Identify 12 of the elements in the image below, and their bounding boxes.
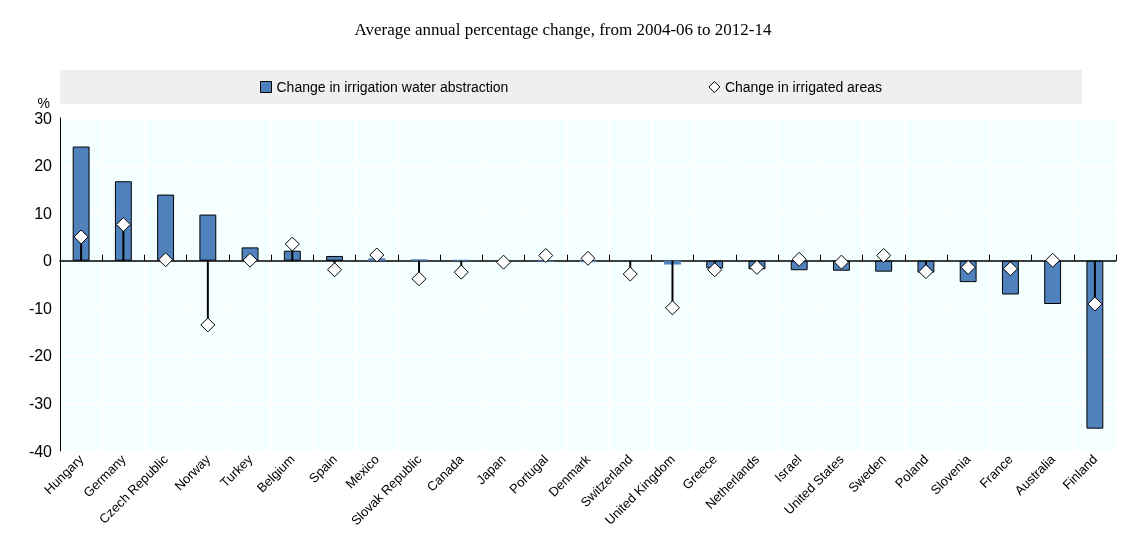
legend-label: Change in irrigated areas: [724, 79, 883, 95]
y-tick-label: 0: [43, 252, 53, 270]
y-tick-label: 10: [34, 204, 53, 222]
y-tick-label: -30: [28, 394, 53, 412]
y-tick-label: 30: [34, 109, 53, 127]
y-tick-label: -40: [28, 442, 53, 460]
legend-label: Change in irrigation water abstraction: [276, 79, 509, 95]
chart-title: Average annual percentage change, from 2004-06 to 2012-14: [354, 20, 772, 39]
y-axis-title: %: [37, 95, 50, 112]
y-tick-label: 20: [34, 157, 53, 175]
y-tick-label: -10: [28, 299, 53, 317]
y-tick-label: -20: [28, 347, 53, 365]
